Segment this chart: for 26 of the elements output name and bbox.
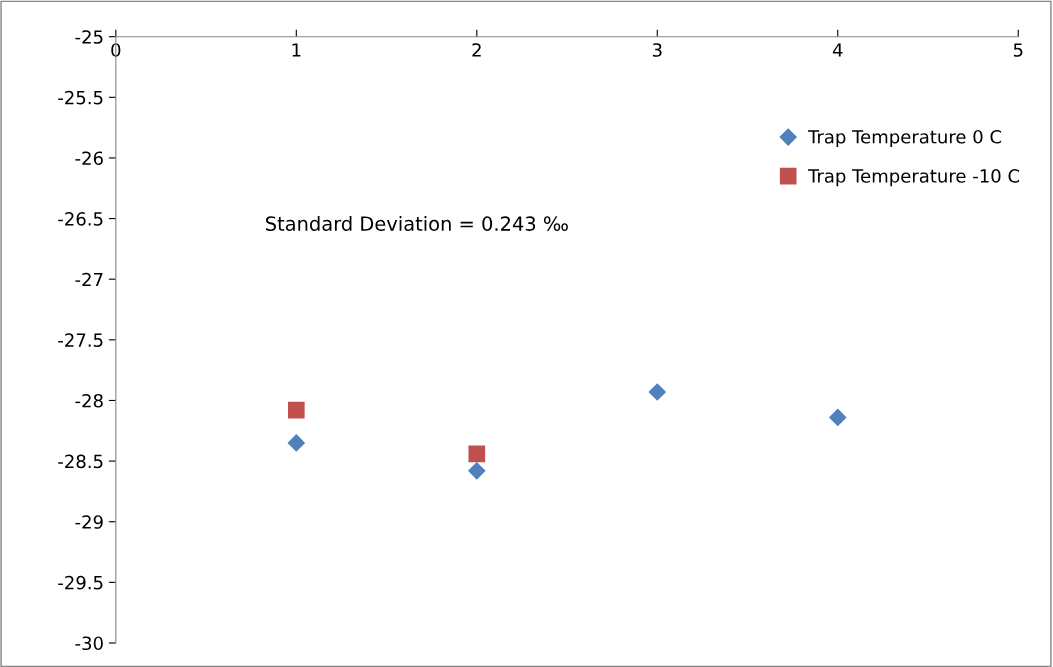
- point: [648, 383, 666, 401]
- y-tick-label: -26.5: [58, 212, 103, 226]
- x-tick-label: 4: [832, 43, 843, 57]
- y-tick-label: -27: [75, 272, 103, 287]
- y-tick-label: -28.5: [58, 454, 103, 469]
- y-tick-label: -26: [75, 151, 103, 166]
- y-tick-label: -25.5: [58, 90, 103, 105]
- y-tick-label: -29.5: [58, 575, 103, 590]
- y-tick-label: -25: [75, 30, 103, 44]
- legend-label: Trap Temperature -10 C: [808, 169, 1020, 187]
- y-tick-label: -27.5: [58, 333, 103, 347]
- point: [287, 434, 305, 452]
- point: [287, 401, 305, 419]
- point: [468, 445, 486, 463]
- y-tick-label: -28: [75, 393, 103, 408]
- x-tick-label: 1: [292, 43, 301, 57]
- legend-label: Trap Temperature 0 C: [808, 129, 1002, 148]
- x-tick-label: 3: [652, 43, 662, 57]
- y-tick-label: -30: [75, 636, 103, 651]
- point: [468, 462, 486, 480]
- x-tick-label: 5: [1013, 43, 1023, 57]
- point: [829, 408, 847, 426]
- y-tick-label: -29: [75, 515, 103, 529]
- x-tick-label: 2: [472, 43, 481, 57]
- annotation: Standard Deviation = 0.243 ‰: [266, 215, 568, 231]
- x-tick-label: 0: [111, 43, 121, 57]
